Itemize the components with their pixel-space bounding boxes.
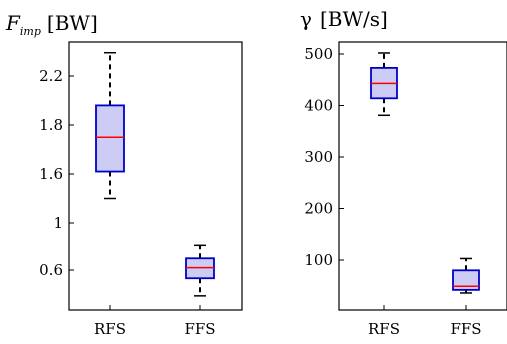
left-ytick-label: 1.8 [39,116,63,134]
right-ytick-label: 200 [304,200,333,218]
right-ytick-label: 100 [304,251,333,269]
right-ytick-label: 400 [304,97,333,115]
left-box-ffs [185,244,215,297]
left-y-axis: 0.6 1 1.6 1.8 2.2 [39,67,74,279]
left-chart-title: Fimp [BW] [5,11,98,38]
left-box-rfs [95,51,125,200]
right-xtick-label: RFS [368,320,400,338]
right-xtick-label: FFS [450,320,481,338]
left-ytick-label: 1 [53,214,63,232]
right-plot-area [338,41,507,311]
left-x-axis: RFS FFS [94,305,216,338]
right-title-unit: [BW/s] [320,7,388,31]
left-plot-area [68,41,243,311]
left-xtick-label: FFS [184,320,215,338]
right-box-series [370,52,480,294]
iqr-box [452,269,480,291]
left-title-symbol: F [5,11,21,35]
right-chart-title: γ [BW/s] [300,7,388,31]
left-ytick-label: 1.6 [39,165,63,183]
right-y-axis: 100 200 300 400 500 [304,45,344,269]
right-x-axis: RFS FFS [368,305,482,338]
right-ytick-label: 500 [304,45,333,63]
left-xtick-label: RFS [94,320,126,338]
right-box-ffs [452,257,480,294]
left-box-series [95,51,215,297]
left-title-subscript: imp [20,25,41,38]
right-title-symbol: γ [300,7,312,31]
right-box-rfs [370,52,398,117]
left-ytick-label: 0.6 [39,261,63,279]
right-ytick-label: 300 [304,148,333,166]
iqr-box [95,104,125,173]
left-ytick-label: 2.2 [39,67,63,85]
left-title-unit: [BW] [47,11,98,35]
